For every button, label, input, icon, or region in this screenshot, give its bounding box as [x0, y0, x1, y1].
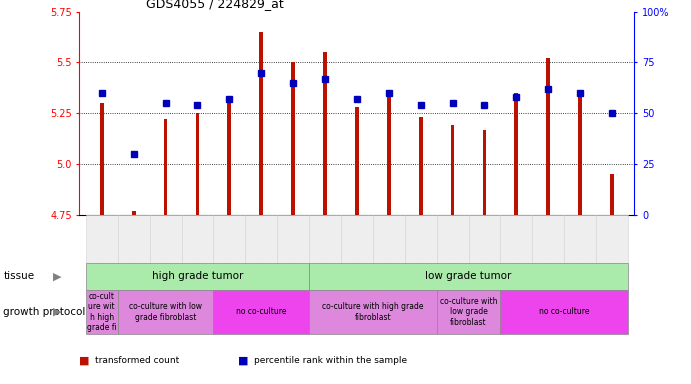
Bar — [132, 211, 135, 215]
Bar — [578, 91, 582, 215]
Text: low grade tumor: low grade tumor — [426, 271, 512, 281]
Text: high grade tumor: high grade tumor — [152, 271, 243, 281]
Text: percentile rank within the sample: percentile rank within the sample — [254, 356, 407, 366]
Bar — [451, 126, 455, 215]
Text: ■: ■ — [238, 356, 249, 366]
Bar — [547, 58, 550, 215]
Bar — [514, 93, 518, 215]
Text: ▶: ▶ — [53, 307, 61, 317]
Text: no co-culture: no co-culture — [236, 308, 287, 316]
Text: ▶: ▶ — [53, 271, 61, 281]
Bar — [196, 113, 200, 215]
Text: co-culture with low
grade fibroblast: co-culture with low grade fibroblast — [129, 302, 202, 322]
Bar — [387, 91, 390, 215]
Bar — [419, 118, 423, 215]
Text: tissue: tissue — [3, 271, 35, 281]
Text: GDS4055 / 224829_at: GDS4055 / 224829_at — [146, 0, 284, 10]
Bar — [482, 129, 486, 215]
Text: transformed count: transformed count — [95, 356, 179, 366]
Text: no co-culture: no co-culture — [539, 308, 589, 316]
Bar — [227, 103, 231, 215]
Bar — [355, 107, 359, 215]
Text: ■: ■ — [79, 356, 90, 366]
Bar — [164, 119, 167, 215]
Text: co-culture with
low grade
fibroblast: co-culture with low grade fibroblast — [439, 297, 498, 327]
Text: growth protocol: growth protocol — [3, 307, 86, 317]
Bar — [100, 103, 104, 215]
Bar — [323, 52, 327, 215]
Text: co-cult
ure wit
h high
grade fi: co-cult ure wit h high grade fi — [87, 292, 117, 332]
Bar — [259, 32, 263, 215]
Bar — [291, 62, 295, 215]
Text: co-culture with high grade
fibroblast: co-culture with high grade fibroblast — [322, 302, 424, 322]
Bar — [610, 174, 614, 215]
